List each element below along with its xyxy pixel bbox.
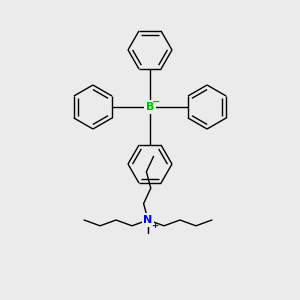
Text: B: B bbox=[146, 102, 154, 112]
Text: +: + bbox=[152, 220, 158, 230]
Text: −: − bbox=[152, 97, 160, 107]
Text: N: N bbox=[143, 215, 153, 225]
